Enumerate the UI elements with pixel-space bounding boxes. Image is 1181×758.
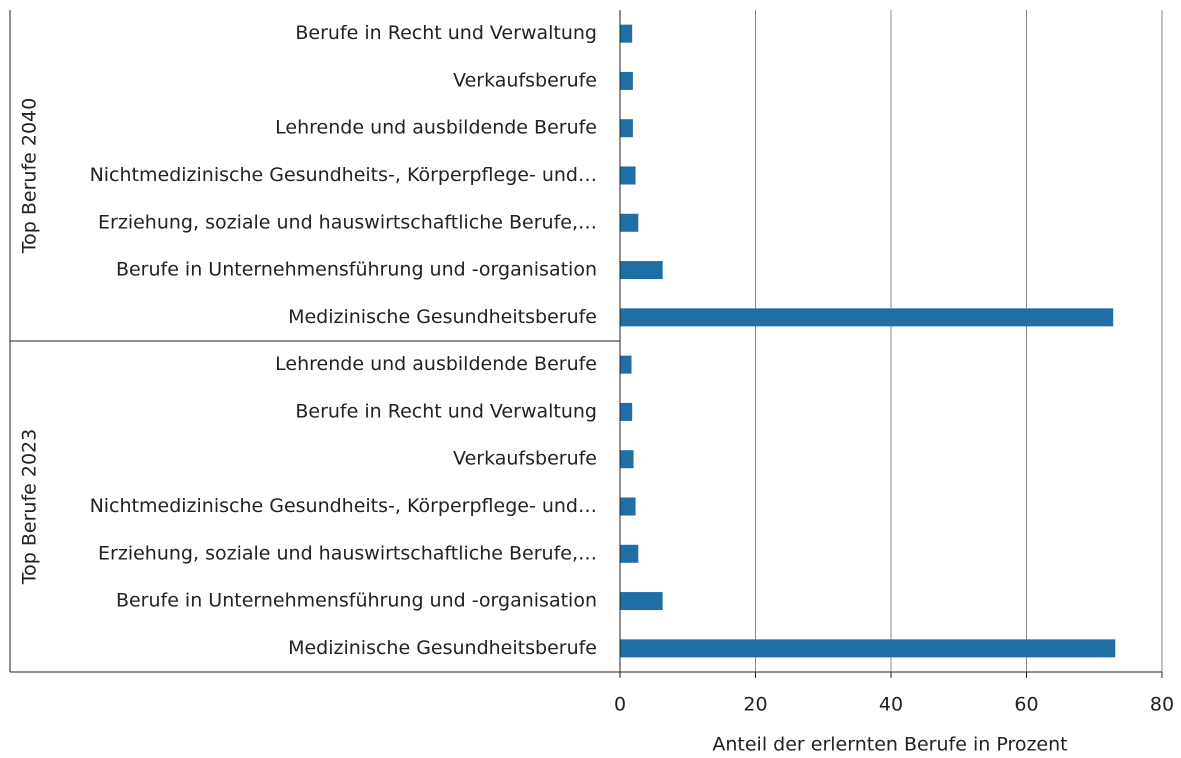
y-tick-label: Berufe in Unternehmensführung und -organ… bbox=[116, 259, 597, 281]
y-tick-label: Berufe in Recht und Verwaltung bbox=[295, 400, 597, 422]
x-axis-title: Anteil der erlernten Berufe in Prozent bbox=[712, 734, 1067, 756]
bar bbox=[620, 213, 639, 232]
y-tick-label: Medizinische Gesundheitsberufe bbox=[288, 306, 597, 328]
x-tick-label: 60 bbox=[1014, 694, 1038, 716]
y-tick-label: Berufe in Recht und Verwaltung bbox=[295, 22, 597, 44]
x-tick-label: 0 bbox=[614, 694, 626, 716]
bar bbox=[620, 450, 634, 469]
y-tick-label: Berufe in Unternehmensführung und -organ… bbox=[116, 590, 597, 612]
group-label: Top Berufe 2040 bbox=[19, 98, 41, 254]
bar bbox=[620, 544, 639, 563]
y-tick-label: Nichtmedizinische Gesundheits-, Körperpf… bbox=[90, 164, 597, 186]
bar bbox=[620, 308, 1114, 327]
x-tick-label: 80 bbox=[1150, 694, 1174, 716]
y-tick-label: Lehrende und ausbildende Berufe bbox=[275, 117, 597, 139]
bar bbox=[620, 261, 663, 280]
y-tick-label: Erziehung, soziale und hauswirtschaftlic… bbox=[98, 542, 597, 564]
y-tick-label: Verkaufsberufe bbox=[453, 69, 597, 91]
bar bbox=[620, 166, 636, 185]
bar bbox=[620, 71, 633, 90]
bar bbox=[620, 497, 636, 516]
bar bbox=[620, 592, 663, 611]
x-tick-label: 40 bbox=[879, 694, 903, 716]
bar bbox=[620, 119, 633, 138]
bar bbox=[620, 24, 633, 43]
bar bbox=[620, 402, 633, 421]
y-tick-label: Verkaufsberufe bbox=[453, 448, 597, 470]
x-tick-label: 20 bbox=[743, 694, 767, 716]
y-tick-label: Nichtmedizinische Gesundheits-, Körperpf… bbox=[90, 495, 597, 517]
bar bbox=[620, 355, 632, 374]
y-tick-label: Erziehung, soziale und hauswirtschaftlic… bbox=[98, 211, 597, 233]
group-label: Top Berufe 2023 bbox=[19, 429, 41, 585]
bar bbox=[620, 639, 1116, 658]
y-tick-label: Lehrende und ausbildende Berufe bbox=[275, 353, 597, 375]
y-tick-label: Medizinische Gesundheitsberufe bbox=[288, 637, 597, 659]
